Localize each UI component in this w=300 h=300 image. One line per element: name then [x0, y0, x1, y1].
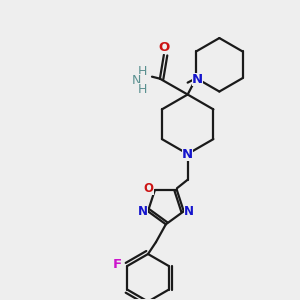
Text: N: N	[192, 73, 203, 86]
Text: N: N	[131, 74, 141, 87]
Text: H: H	[137, 83, 147, 96]
Text: F: F	[113, 258, 122, 272]
Text: N: N	[138, 205, 148, 218]
Text: N: N	[182, 148, 193, 161]
Text: N: N	[184, 205, 194, 218]
Text: O: O	[144, 182, 154, 195]
Text: O: O	[158, 41, 169, 55]
Text: H: H	[137, 65, 147, 78]
